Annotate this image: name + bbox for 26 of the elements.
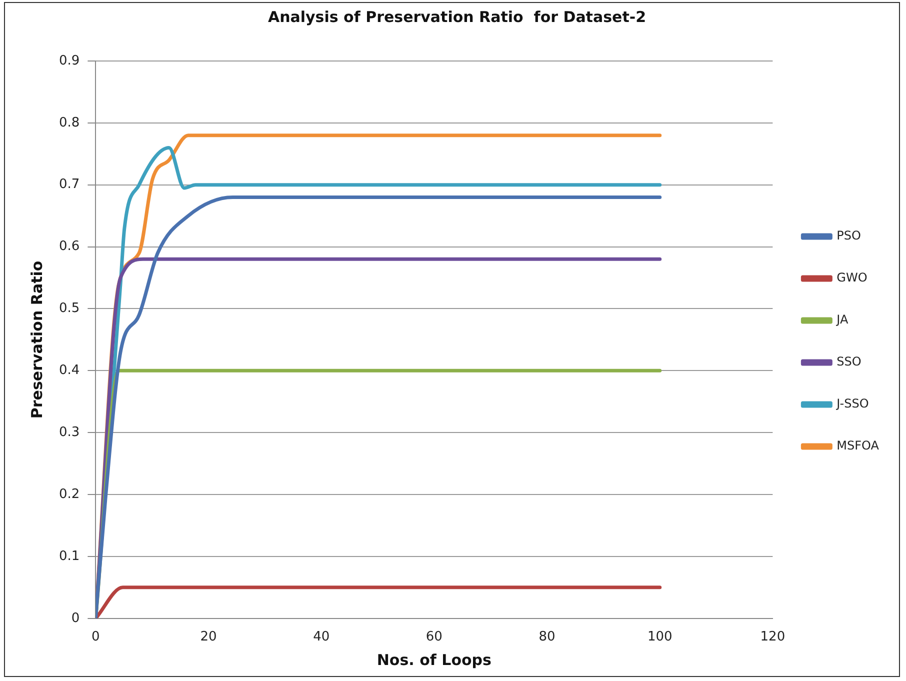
legend-label: SSO	[836, 354, 862, 369]
y-tick-label: 0.8	[58, 115, 80, 130]
x-tick-label: 20	[200, 630, 217, 645]
y-tick-label: 0.3	[58, 424, 80, 440]
legend-label: GWO	[836, 270, 868, 285]
x-tick-label: 80	[538, 630, 556, 645]
x-axis-title: Nos. of Loops	[376, 650, 492, 669]
y-tick-label: 0.2	[58, 486, 80, 502]
x-tick-label: 0	[92, 630, 100, 645]
y-tick-label: 0.4	[58, 363, 80, 378]
y-tick-label: 0.5	[58, 301, 80, 316]
y-tick-label: 0.7	[58, 177, 80, 192]
x-tick-label: 60	[426, 630, 442, 645]
y-tick-label: 0.9	[58, 53, 80, 68]
x-tick-label: 100	[647, 630, 672, 645]
legend-label: JA	[836, 312, 850, 327]
legend-label: J-SSO	[836, 396, 869, 411]
y-tick-label: 0	[71, 610, 80, 626]
legend-label: PSO	[836, 228, 861, 243]
legend-label: MSFOA	[836, 438, 880, 453]
y-tick-label: 0.6	[58, 239, 80, 254]
chart-title: Analysis of Preservation Ratio for Dataset-2	[268, 8, 646, 26]
y-axis-title: Preservation Ratio	[28, 260, 46, 419]
x-tick-label: 120	[760, 630, 786, 645]
y-tick-label: 0.1	[58, 548, 80, 564]
x-tick-label: 40	[313, 630, 330, 645]
